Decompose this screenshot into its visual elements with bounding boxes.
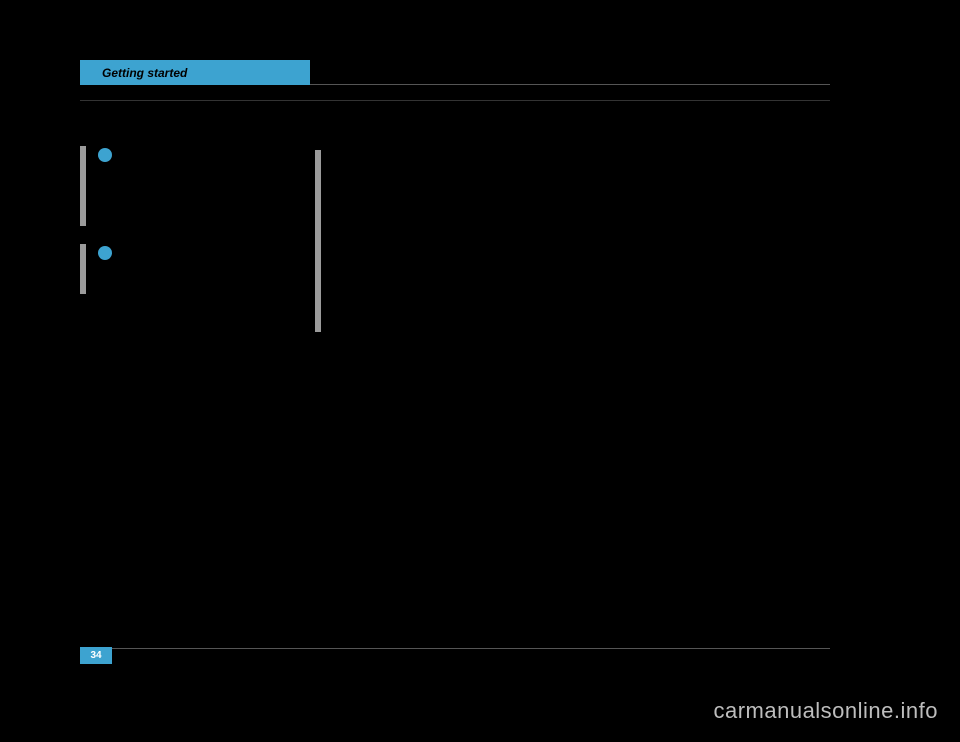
page-number-box: 34 — [80, 647, 112, 664]
column-3 — [550, 146, 755, 350]
section-label: Getting started — [102, 66, 187, 80]
note-block-1: The memory function can still be used if… — [80, 146, 285, 226]
note-text: The memory function can still be used if… — [98, 168, 285, 226]
note-bar — [80, 146, 86, 226]
watermark-text: carmanualsonline.info — [713, 698, 938, 723]
section-tab: Getting started — [80, 60, 310, 85]
header-rule-2 — [80, 100, 830, 101]
manual-page: Getting started The memory function can … — [80, 60, 830, 620]
info-icon — [98, 148, 112, 162]
note-block-2: The memory function switches off the ign… — [80, 244, 285, 294]
page-number: 34 — [90, 650, 101, 661]
footer-rule — [80, 648, 830, 649]
watermark: carmanualsonline.info — [713, 698, 938, 724]
note-bar — [315, 150, 321, 332]
note-block-3: Prior to operating the vehicle, the driv… — [315, 150, 520, 332]
note-text: The memory function switches off the ign… — [98, 266, 285, 295]
info-icon — [98, 246, 112, 260]
note-text: Prior to operating the vehicle, the driv… — [333, 150, 520, 223]
column-1: The memory function can still be used if… — [80, 146, 285, 350]
content-columns: The memory function can still be used if… — [80, 146, 830, 350]
column-2: Prior to operating the vehicle, the driv… — [315, 146, 520, 350]
note-bar — [80, 244, 86, 294]
